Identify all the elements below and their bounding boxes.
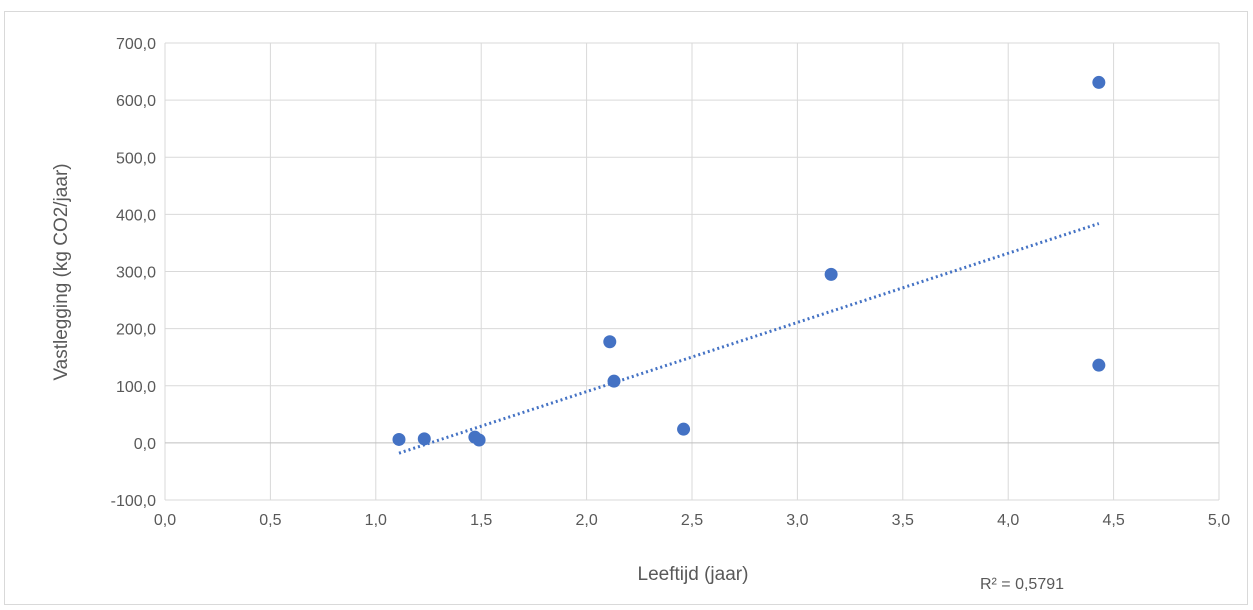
- trendline-layer: [398, 222, 1100, 455]
- y-tick-label: 300,0: [116, 265, 156, 282]
- data-point: [1092, 75, 1106, 89]
- points-layer: [392, 75, 1106, 447]
- trendline: [398, 222, 1100, 455]
- x-tick-label: 4,5: [1102, 512, 1124, 529]
- y-tick-label: -100,0: [111, 493, 156, 510]
- data-point: [1092, 358, 1106, 372]
- tick-labels-layer: 0,0 0,5 1,0 1,5 2,0 2,5 3,0 3,5 4,0 4,5 5,0 -100,0 0…: [111, 36, 1231, 529]
- x-tick-label: 4,0: [997, 512, 1019, 529]
- x-tick-label: 2,5: [681, 512, 703, 529]
- x-tick-label: 2,0: [575, 512, 597, 529]
- y-tick-label: 100,0: [116, 379, 156, 396]
- data-point: [603, 335, 617, 349]
- x-tick-label: 3,5: [892, 512, 914, 529]
- data-point: [677, 422, 691, 436]
- y-tick-label: 400,0: [116, 207, 156, 224]
- x-tick-label: 1,5: [470, 512, 492, 529]
- y-tick-label: 700,0: [116, 36, 156, 53]
- data-point: [392, 432, 406, 446]
- y-axis-title: Vastlegging (kg CO2/jaar): [51, 163, 72, 380]
- x-axis-title: Leeftijd (jaar): [638, 564, 749, 585]
- chart-frame: [4, 11, 1248, 605]
- y-tick-label: 600,0: [116, 93, 156, 110]
- y-tick-label: 0,0: [134, 436, 156, 453]
- x-tick-label: 5,0: [1208, 512, 1230, 529]
- data-point: [824, 267, 838, 281]
- data-point: [472, 433, 486, 447]
- r-squared-label: R² = 0,5791: [980, 576, 1064, 593]
- x-tick-label: 0,0: [154, 512, 176, 529]
- data-point: [607, 374, 621, 388]
- y-tick-label: 200,0: [116, 322, 156, 339]
- x-tick-label: 1,0: [365, 512, 387, 529]
- x-tick-label: 3,0: [786, 512, 808, 529]
- data-point: [417, 432, 431, 446]
- y-tick-label: 500,0: [116, 150, 156, 167]
- grid-layer: [164, 42, 1220, 501]
- x-tick-label: 0,5: [259, 512, 281, 529]
